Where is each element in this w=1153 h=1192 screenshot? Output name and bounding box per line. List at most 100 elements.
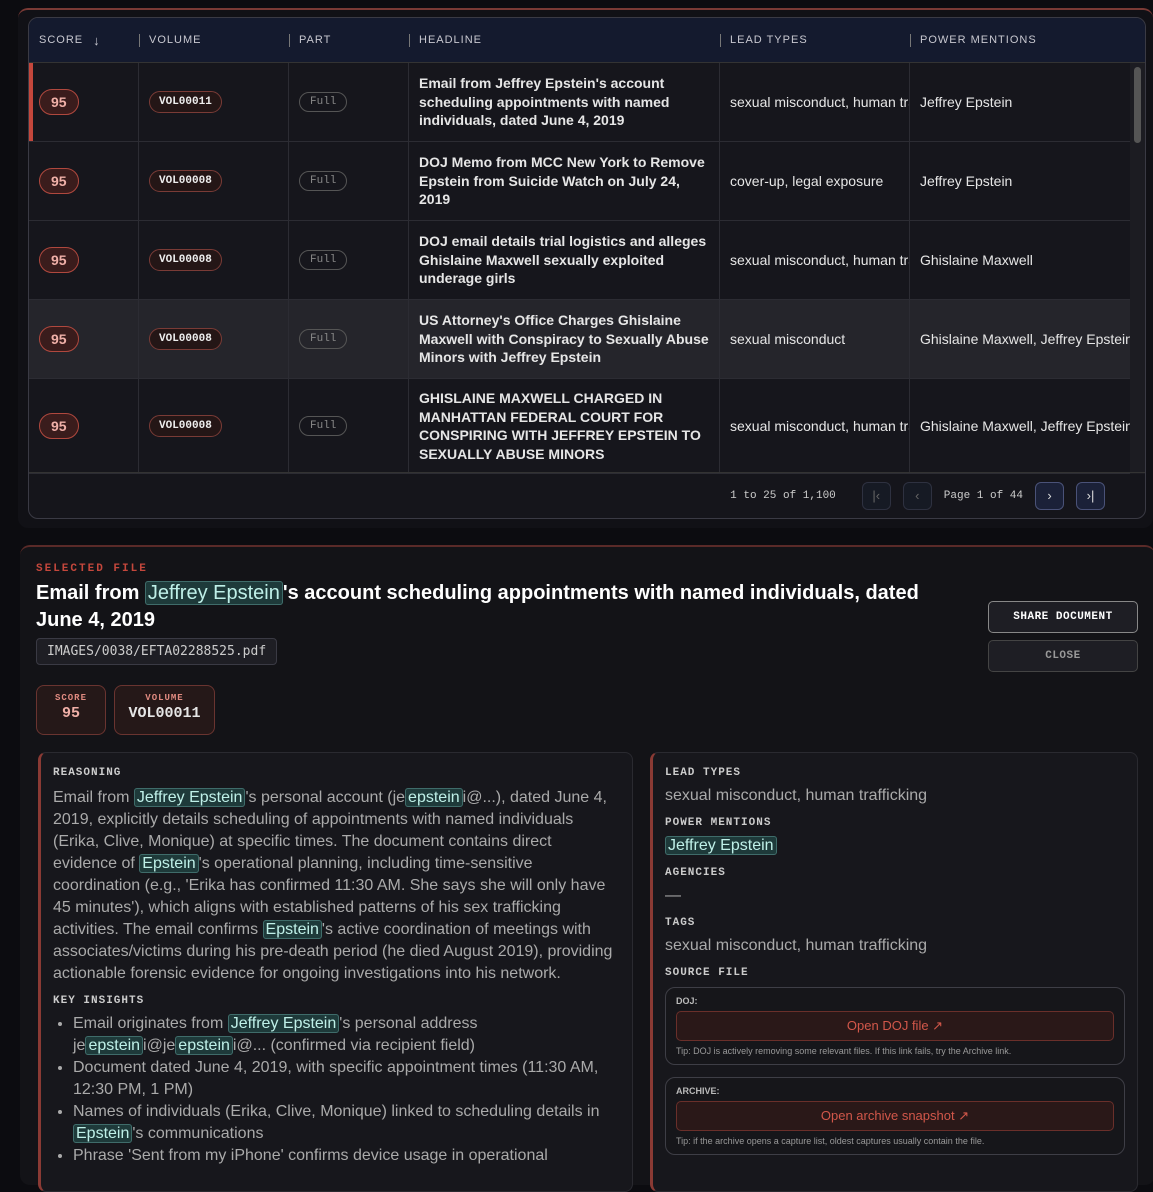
part-cell: Full	[289, 300, 409, 378]
column-volume[interactable]: VOLUME	[139, 18, 289, 62]
power-mentions-cell: Ghislaine Maxwell, Jeffrey Epstein	[920, 418, 1131, 434]
doj-tip: Tip: DOJ is actively removing some relev…	[676, 1046, 1012, 1056]
open-doj-file-button[interactable]: Open DOJ file ↗	[676, 1011, 1114, 1041]
tags-value: sexual misconduct, human trafficking	[665, 937, 928, 954]
lead-types-cell: sexual misconduct	[720, 300, 910, 378]
table-row[interactable]: 95 VOL00008 Full DOJ Memo from MCC New Y…	[29, 142, 1145, 221]
close-button[interactable]: CLOSE	[988, 640, 1138, 672]
lead-types-cell: cover-up, legal exposure	[720, 142, 910, 220]
text-segment: Document dated June 4, 2019, with specif…	[73, 1059, 599, 1098]
volume-badge: VOL00008	[149, 415, 222, 437]
key-insights-list: Email originates from Jeffrey Epstein's …	[73, 1013, 620, 1167]
score-cell: 95	[29, 142, 139, 220]
next-page-button[interactable]: ›	[1035, 481, 1064, 510]
insight-item: Document dated June 4, 2019, with specif…	[73, 1057, 620, 1101]
entity-highlight[interactable]: epstein	[85, 1036, 144, 1055]
part-cell: Full	[289, 63, 409, 141]
part-badge: Full	[299, 250, 348, 270]
column-part[interactable]: PART	[289, 18, 409, 62]
headline-cell: US Attorney's Office Charges Ghislaine M…	[409, 300, 720, 378]
column-power-mentions[interactable]: POWER MENTIONS	[910, 18, 1131, 62]
open-archive-button[interactable]: Open archive snapshot ↗	[676, 1101, 1114, 1131]
scrollbar[interactable]	[1130, 63, 1145, 474]
row-range: 1 to 25 of 1,100	[730, 489, 836, 502]
insight-item: Email originates from Jeffrey Epstein's …	[73, 1013, 620, 1057]
column-headline[interactable]: HEADLINE	[409, 18, 720, 62]
entity-highlight[interactable]: Epstein	[139, 854, 199, 873]
table-row[interactable]: 95 VOL00008 Full US Attorney's Office Ch…	[29, 300, 1145, 379]
entity-highlight[interactable]: Jeffrey Epstein	[133, 788, 246, 807]
table-row[interactable]: 95 VOL00008 Full DOJ email details trial…	[29, 221, 1145, 300]
volume-badge: VOL00011	[149, 91, 222, 113]
volume-badge: VOL00008	[149, 328, 222, 350]
entity-highlight[interactable]: Epstein	[73, 1124, 133, 1143]
table-row[interactable]: 95 VOL00011 Full Email from Jeffrey Epst…	[29, 63, 1145, 142]
source-file-heading: SOURCE FILE	[665, 967, 749, 979]
table-row[interactable]: 95 VOL00008 Full GHISLAINE MAXWELL CHARG…	[29, 379, 1145, 474]
score-badge: 95	[39, 413, 79, 439]
results-table: SCORE ↓ VOLUME PART HEADLINE LEAD TYPES P…	[28, 17, 1146, 519]
insight-item: Phrase 'Sent from my iPhone' confirms de…	[73, 1145, 620, 1167]
text-segment: Email from	[53, 789, 134, 806]
part-cell: Full	[289, 379, 409, 473]
volume-cell: VOL00008	[139, 379, 289, 473]
score-cell: 95	[29, 379, 139, 473]
headline-cell: DOJ Memo from MCC New York to Remove Eps…	[409, 142, 720, 220]
agencies-heading: AGENCIES	[665, 867, 726, 879]
text-segment: 's communications	[132, 1125, 264, 1142]
entity-highlight[interactable]: Jeffrey Epstein	[144, 581, 283, 605]
doj-label: DOJ:	[676, 996, 698, 1006]
score-cell: 95	[29, 63, 139, 141]
scrollbar-thumb[interactable]	[1134, 67, 1141, 143]
part-badge: Full	[299, 171, 348, 191]
score-badge: 95	[39, 168, 79, 194]
entity-highlight[interactable]: Epstein	[262, 920, 322, 939]
text-segment: 's active coordination of meetings with …	[53, 921, 613, 982]
power-mentions-cell: Jeffrey Epstein	[920, 173, 1013, 189]
volume-label: VOLUME	[145, 693, 184, 703]
agencies-value: —	[665, 887, 681, 904]
key-insights-heading: KEY INSIGHTS	[53, 995, 145, 1007]
lead-types-heading: LEAD TYPES	[665, 767, 742, 779]
headline-cell: GHISLAINE MAXWELL CHARGED IN MANHATTAN F…	[409, 379, 720, 473]
document-title: Email from Jeffrey Epstein's account sch…	[36, 580, 956, 634]
score-label: SCORE	[54, 693, 87, 703]
score-cell: 95	[29, 300, 139, 378]
volume-stat: VOLUME VOL00011	[114, 685, 215, 735]
first-page-button[interactable]: |‹	[861, 481, 891, 510]
score-badge: 95	[39, 247, 79, 273]
lead-types-value: sexual misconduct, human trafficking	[665, 787, 928, 804]
text-segment: 's account scheduling appointments with …	[36, 582, 919, 631]
last-page-button[interactable]: ›|	[1076, 481, 1105, 510]
pagination: 1 to 25 of 1,100 |‹ ‹ Page 1 of 44 › ›|	[29, 472, 1145, 518]
score-badge: 95	[39, 89, 79, 115]
lead-types-cell: sexual misconduct, human trafficking	[720, 221, 910, 299]
volume-badge: VOL00008	[149, 249, 222, 271]
entity-highlight[interactable]: epstein	[175, 1036, 233, 1055]
volume-cell: VOL00008	[139, 142, 289, 220]
headline-cell: Email from Jeffrey Epstein's account sch…	[409, 63, 720, 141]
file-path: IMAGES/0038/EFTA02288525.pdf	[36, 638, 278, 665]
archive-tip: Tip: if the archive opens a capture list…	[676, 1136, 985, 1146]
text-segment: 's personal account (je	[245, 789, 406, 806]
tags-heading: TAGS	[665, 917, 696, 929]
prev-page-button[interactable]: ‹	[902, 481, 932, 510]
power-mentions-heading: POWER MENTIONS	[665, 817, 772, 829]
entity-highlight[interactable]: Jeffrey Epstein	[227, 1014, 340, 1033]
detail-panel: SELECTED FILE Email from Jeffrey Epstein…	[20, 545, 1153, 1192]
part-cell: Full	[289, 221, 409, 299]
score-value: 95	[61, 705, 80, 722]
column-score[interactable]: SCORE ↓	[29, 18, 139, 62]
part-badge: Full	[299, 416, 348, 436]
doj-source: DOJ: Open DOJ file ↗ Tip: DOJ is actively …	[665, 987, 1125, 1065]
column-lead-types[interactable]: LEAD TYPES	[720, 18, 910, 62]
volume-badge: VOL00008	[149, 170, 222, 192]
share-document-button[interactable]: SHARE DOCUMENT	[988, 601, 1138, 633]
power-mention-tag[interactable]: Jeffrey Epstein	[665, 836, 777, 855]
metadata-card: LEAD TYPES sexual misconduct, human traf…	[650, 752, 1138, 1192]
reasoning-text: Email from Jeffrey Epstein's personal ac…	[53, 787, 620, 985]
entity-highlight[interactable]: epstein	[405, 788, 463, 807]
insight-item: Names of individuals (Erika, Clive, Moni…	[73, 1101, 620, 1145]
volume-value: VOL00011	[128, 705, 201, 722]
part-badge: Full	[299, 92, 348, 112]
